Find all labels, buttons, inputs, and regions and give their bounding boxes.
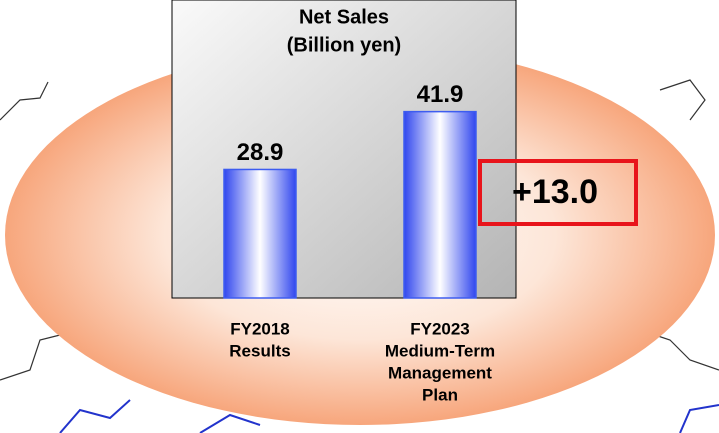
bar: [223, 168, 297, 299]
data-label: 41.9: [417, 81, 464, 108]
bar: [403, 110, 477, 299]
chart-subtitle: (Billion yen): [287, 34, 401, 56]
x-tick-label: FY2018: [230, 319, 290, 338]
x-tick-label: Results: [229, 341, 290, 360]
x-tick-label: Plan: [422, 385, 458, 404]
x-tick-label: Management: [388, 363, 492, 382]
annotation: +13.0: [512, 173, 598, 211]
x-tick-label: FY2023: [410, 319, 470, 338]
x-tick-label: Medium-Term: [385, 341, 495, 360]
annotation-box: [478, 159, 638, 226]
data-label: 28.9: [237, 139, 284, 166]
chart-title: Net Sales: [299, 6, 389, 28]
